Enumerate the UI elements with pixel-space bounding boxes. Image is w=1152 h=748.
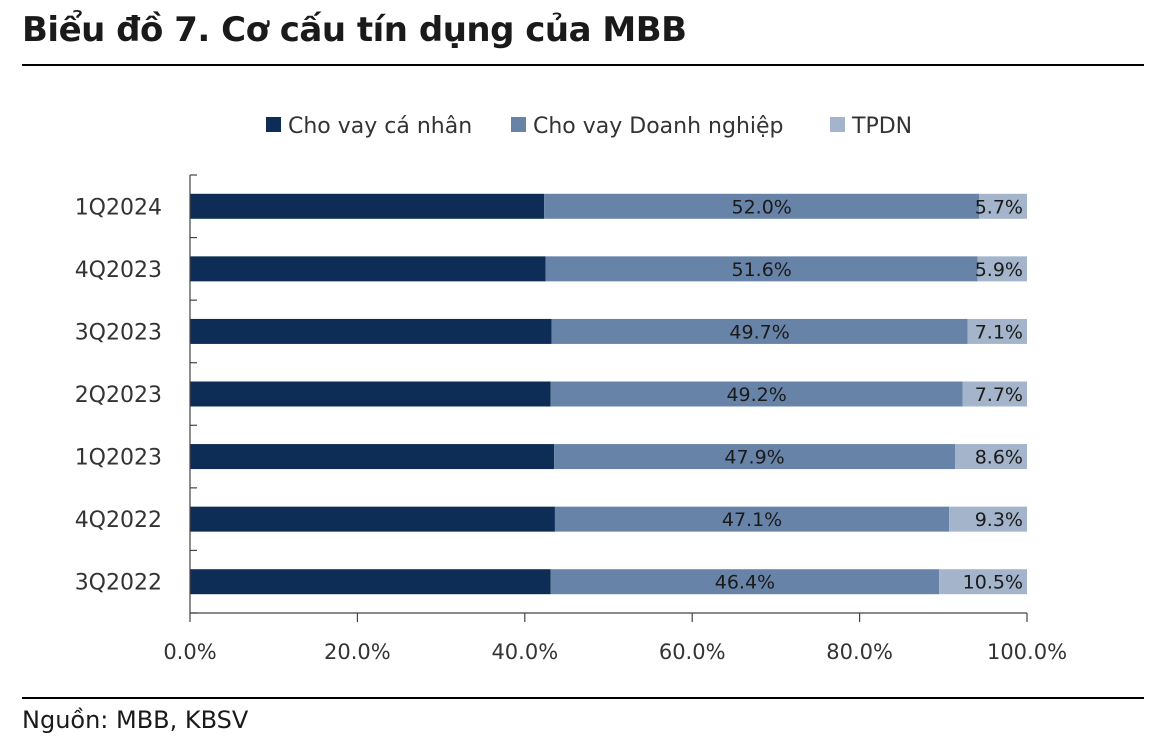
chart-title: Biểu đồ 7. Cơ cấu tín dụng của MBB bbox=[22, 10, 687, 50]
data-label: 46.4% bbox=[715, 572, 775, 594]
data-label: 47.1% bbox=[722, 509, 782, 531]
bar-segment bbox=[190, 193, 545, 219]
legend-label: Cho vay Doanh nghiệp bbox=[533, 114, 784, 139]
source-divider bbox=[22, 697, 1144, 699]
data-label: 10.5% bbox=[963, 572, 1023, 594]
bar-segment bbox=[554, 506, 950, 532]
bar-segment bbox=[190, 318, 552, 344]
bar-segment bbox=[545, 256, 978, 282]
x-tick-label: 0.0% bbox=[163, 640, 216, 664]
category-label: 3Q2023 bbox=[75, 320, 162, 345]
legend-swatch bbox=[511, 117, 526, 132]
bar-segment bbox=[190, 256, 546, 282]
x-tick-label: 80.0% bbox=[826, 640, 893, 664]
data-label: 51.6% bbox=[731, 259, 791, 281]
bar-segment bbox=[550, 381, 963, 407]
data-label: 9.3% bbox=[975, 509, 1023, 531]
category-label: 2Q2023 bbox=[75, 383, 162, 408]
bar-segment bbox=[544, 193, 980, 219]
source-note: Nguồn: MBB, KBSV bbox=[22, 706, 249, 734]
x-tick-label: 40.0% bbox=[491, 640, 558, 664]
x-tick-label: 20.0% bbox=[324, 640, 391, 664]
data-label: 52.0% bbox=[731, 196, 791, 218]
bar-segment bbox=[190, 506, 555, 532]
bar-segment bbox=[190, 444, 555, 470]
bars: 52.0% 5.7% 1Q2024 51.6% 5.9% 4Q2023 49.7% 7.1% 3… bbox=[75, 193, 1027, 596]
legend-swatch bbox=[830, 117, 845, 132]
bar-segment bbox=[955, 444, 1027, 470]
axes: 0.0% 20.0% 40.0% 60.0% 80.0% 100.0% bbox=[163, 174, 1067, 664]
category-label: 3Q2022 bbox=[75, 571, 162, 596]
data-label: 8.6% bbox=[975, 447, 1023, 469]
data-label: 5.9% bbox=[975, 259, 1023, 281]
bar-segment bbox=[949, 506, 1027, 532]
legend-swatch bbox=[266, 117, 281, 132]
legend: Cho vay cá nhân Cho vay Doanh nghiệp TPDN bbox=[266, 114, 912, 139]
bar-segment bbox=[554, 444, 956, 470]
category-label: 4Q2022 bbox=[75, 508, 162, 533]
legend-label: Cho vay cá nhân bbox=[288, 114, 472, 139]
bar-segment bbox=[967, 318, 1027, 344]
bar-segment bbox=[977, 256, 1027, 282]
data-label: 49.2% bbox=[726, 384, 786, 406]
x-tick-label: 100.0% bbox=[987, 640, 1067, 664]
data-label: 47.9% bbox=[724, 447, 784, 469]
title-divider bbox=[22, 64, 1144, 66]
category-label: 1Q2023 bbox=[75, 446, 162, 471]
bar-segment bbox=[190, 569, 551, 595]
bar-segment bbox=[962, 381, 1027, 407]
data-label: 7.1% bbox=[975, 321, 1023, 343]
x-tick-label: 60.0% bbox=[659, 640, 726, 664]
legend-label: TPDN bbox=[851, 114, 912, 139]
bar-segment bbox=[551, 318, 968, 344]
bar-segment bbox=[939, 569, 1027, 595]
bar-segment bbox=[979, 193, 1027, 219]
data-label: 5.7% bbox=[975, 196, 1023, 218]
data-label: 7.7% bbox=[975, 384, 1023, 406]
stacked-bar-chart: Cho vay cá nhân Cho vay Doanh nghiệp TPDN … bbox=[75, 114, 1067, 664]
category-label: 4Q2023 bbox=[75, 258, 162, 283]
bar-segment bbox=[550, 569, 940, 595]
bar-segment bbox=[190, 381, 551, 407]
category-label: 1Q2024 bbox=[75, 195, 162, 220]
data-label: 49.7% bbox=[729, 321, 789, 343]
